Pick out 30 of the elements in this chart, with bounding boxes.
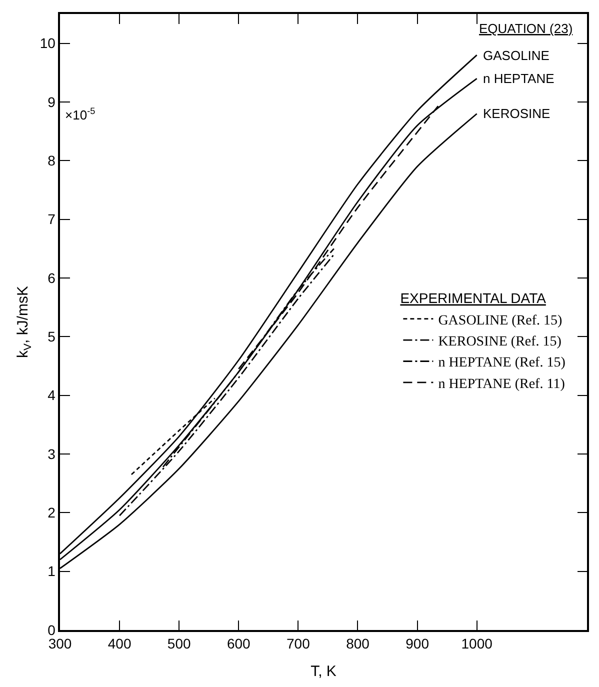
series-label: GASOLINE — [483, 48, 550, 63]
y-tick-label: 8 — [48, 152, 56, 169]
legend-label: GASOLINE (Ref. 15) — [438, 313, 563, 328]
y-tick-label: 3 — [48, 446, 56, 462]
series-label: KEROSINE — [483, 106, 551, 121]
legend-label: KEROSINE (Ref. 15) — [438, 334, 562, 350]
y-tick-label: 10 — [40, 35, 56, 52]
legend-label: n HEPTANE (Ref. 11) — [438, 376, 566, 392]
series-label: n HEPTANE — [483, 71, 555, 86]
x-tick-label: 500 — [167, 636, 191, 652]
annotation: ×10$^{-5}$ — [65, 106, 96, 122]
legend-title: EXPERIMENTAL DATA — [400, 290, 547, 306]
y-tick-label: 1 — [48, 563, 56, 580]
y-tick-label: 0 — [48, 622, 56, 638]
x-tick-label: 300 — [48, 636, 72, 652]
y-tick-label: 7 — [48, 211, 56, 228]
legend-label: n HEPTANE (Ref. 15) — [438, 356, 566, 371]
x-tick-label: 1000 — [461, 636, 493, 652]
annotation: EQUATION (23) — [479, 21, 573, 36]
y-tick-label: 6 — [48, 270, 56, 286]
x-tick-label: 400 — [108, 636, 132, 652]
y-tick-label: 5 — [48, 328, 56, 345]
x-axis-title: T, K — [310, 663, 336, 680]
x-tick-label: 900 — [406, 636, 430, 652]
x-tick-label: 600 — [226, 636, 251, 652]
y-tick-label: 2 — [48, 504, 56, 521]
x-tick-label: 700 — [286, 636, 310, 652]
x-tick-label: 800 — [346, 636, 370, 652]
y-tick-label: 4 — [48, 387, 56, 404]
y-tick-label: 9 — [48, 94, 56, 110]
